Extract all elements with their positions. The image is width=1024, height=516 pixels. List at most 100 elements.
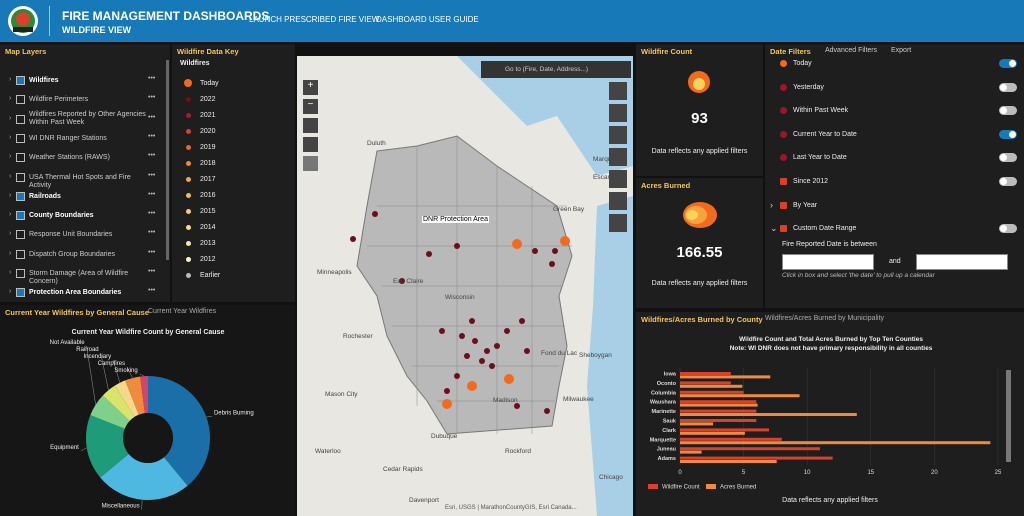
leader-line [139,373,145,377]
map-layers-panel: Map Layers › Wildfires ••• › Wildfire Perime… [0,44,170,302]
map-tools[interactable]: + − [303,80,318,175]
layer-menu: ••• [148,268,156,275]
y-tick-label: Marquette [650,437,676,443]
acres-panel: Acres Burned 166.55 Data reflects any ap… [636,178,763,308]
toggle-knob [1000,107,1007,115]
pie-label: Incendiary [83,354,111,360]
layer-checkbox[interactable] [16,76,25,85]
key-label: 2022 [200,96,216,103]
bar [680,428,770,432]
toggle-knob [1000,83,1007,91]
filter-icon [780,60,787,67]
burn-icon [683,202,717,228]
date-input[interactable] [782,254,874,270]
key-label: 2021 [200,112,216,119]
map-label: Green Bay [553,206,585,213]
key-label: 2013 [200,240,216,247]
layer-checkbox[interactable] [16,249,25,259]
map-label: Rockford [505,448,532,455]
toggle[interactable] [999,224,1017,234]
pie-slice [100,453,188,500]
map-label: Waterloo [315,448,341,455]
layer-menu: ••• [148,287,156,295]
leader-line [80,447,87,452]
layer-checkbox[interactable] [16,269,25,278]
filter-icon [780,225,787,233]
widget-buttons[interactable] [609,82,627,232]
panel-title: Wildfire Count [641,47,693,56]
key-swatch [186,145,191,150]
legend-label: Acres Burned [720,485,756,491]
filter-label: Yesterday [793,83,824,91]
key-swatch [186,97,191,102]
bar [680,375,771,379]
bar [680,437,782,441]
chart-title: Current Year Wildfire Count by General C… [72,329,225,336]
nav-link[interactable]: LAUNCH PRESCRIBED FIRE VIEW [249,15,380,24]
map-label: Wisconsin [445,294,475,301]
layer-name: Response Unit Boundaries [29,231,113,239]
chart-subtitle: Note: WI DNR does not have primary respo… [730,345,933,352]
map-label: Eau Claire [393,278,424,285]
expand-arrow: › [9,288,12,296]
toggle[interactable] [999,82,1017,92]
nav-link[interactable]: DASHBOARD USER GUIDE [376,15,479,24]
tab[interactable]: Date Filters [770,47,811,56]
bar [680,394,800,398]
search-box[interactable]: Go to (Fire, Date, Address...) [481,61,631,78]
range-label: Fire Reported Date is between [782,241,877,248]
layer-checkbox[interactable] [16,191,25,201]
key-heading: Wildfires [180,60,210,67]
key-swatch [186,209,191,214]
range-hint: Click in box and select 'the date' to pu… [782,272,935,279]
tab[interactable]: Export [891,47,912,54]
layer-checkbox[interactable] [16,230,25,240]
tab[interactable]: Advanced Filters [825,47,878,54]
expand-arrow: › [9,153,12,161]
pie-slice [125,376,145,415]
pie-slice [102,385,135,421]
pie-label: Not Available [50,340,86,346]
tab[interactable]: Current Year Wildfires by General Cause [5,308,150,317]
date-input[interactable] [916,254,1008,270]
pie-slice [140,376,148,414]
bar [680,384,743,388]
tab[interactable]: Wildfires/Acres Burned by County [641,315,763,324]
toggle[interactable] [999,129,1017,139]
layer-checkbox[interactable] [16,133,25,143]
layer-checkbox[interactable] [16,95,25,105]
key-label: 2017 [200,176,216,183]
bar [680,441,991,445]
key-label: 2015 [200,208,216,215]
tab[interactable]: Wildfires/Acres Burned by Municipality [765,315,885,322]
layer-name: Wildfires [29,77,59,84]
toggle-knob [1000,154,1007,162]
layer-name: WI DNR Ranger Stations [29,134,107,142]
wisconsin [356,135,573,435]
toggle[interactable] [999,106,1017,116]
layer-checkbox[interactable] [16,114,25,124]
tab[interactable]: Current Year Wildfires [148,308,217,315]
layer-checkbox[interactable] [16,211,25,221]
toggle[interactable] [999,153,1017,163]
pie-label: Railroad [76,347,98,353]
map[interactable]: Duluth Marquette Escanaba Minneapolis Eau Cl… [297,56,633,516]
pie-label: Smoking [114,368,137,374]
layer-checkbox[interactable] [16,172,25,182]
expand-arrow: › [770,199,773,210]
layer-checkbox[interactable] [16,288,25,298]
app-subtitle: WILDFIRE VIEW [62,25,131,35]
filter-label: Within Past Week [793,107,849,115]
toggle[interactable] [999,177,1017,186]
bar [680,390,744,394]
layer-checkbox[interactable] [16,153,25,163]
y-tick-label: Columbia [651,390,677,396]
filter-icon [780,178,787,185]
pie-label: Miscellaneous [102,504,140,510]
bar [680,413,857,416]
scrollbar[interactable] [1006,370,1011,462]
toggle[interactable] [999,59,1017,68]
pie-label: Equipment [50,445,79,451]
layer-menu: ••• [148,152,156,160]
